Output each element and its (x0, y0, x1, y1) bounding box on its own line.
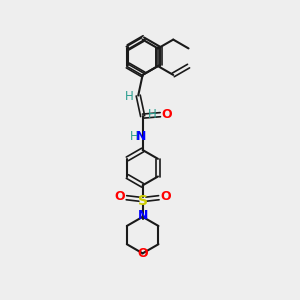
Text: S: S (138, 194, 148, 208)
Text: N: N (137, 209, 148, 223)
Text: H: H (124, 91, 133, 103)
Text: O: O (160, 190, 171, 203)
Text: O: O (161, 108, 172, 121)
Text: H: H (130, 130, 139, 143)
Text: N: N (136, 130, 146, 143)
Text: H: H (148, 108, 156, 121)
Text: O: O (115, 190, 125, 203)
Text: O: O (137, 247, 148, 260)
